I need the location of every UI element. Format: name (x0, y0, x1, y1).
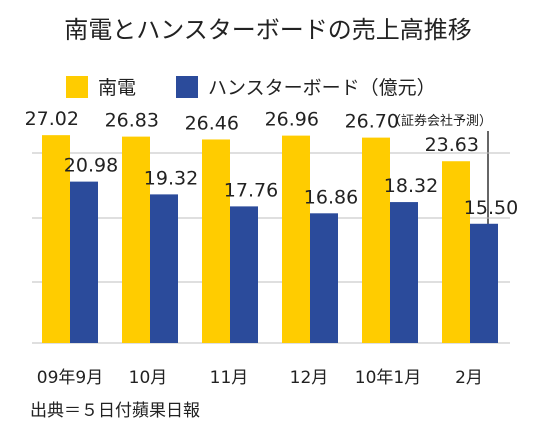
bar-hanstar (70, 181, 98, 343)
value-label-hanstar: 18.32 (384, 175, 438, 197)
x-tick-label: 10年1月 (355, 368, 421, 388)
value-label-hanstar: 15.50 (464, 197, 518, 219)
value-label-nanden: 26.96 (265, 109, 319, 131)
x-tick-label: 09年9月 (37, 368, 103, 388)
legend-label-nanden: 南電 (98, 77, 136, 99)
value-label-hanstar: 16.86 (304, 186, 358, 208)
value-labels: 27.02 20.98 26.83 19.32 26.46 17.76 26.96 16.86… (25, 108, 519, 219)
bar-nanden (42, 135, 70, 343)
legend-label-hanstar: ハンスターボード（億元） (208, 77, 436, 99)
x-tick-label: 12月 (290, 368, 329, 388)
bar-nanden (122, 136, 150, 343)
bar-nanden (202, 139, 230, 343)
forecast-annotation: （証券会社予測） (388, 113, 492, 129)
bar-hanstar (470, 223, 498, 343)
bar-nanden (362, 137, 390, 343)
bar-nanden (282, 135, 310, 343)
bar-hanstar (150, 194, 178, 343)
value-label-nanden: 26.46 (185, 112, 239, 134)
value-label-nanden: 26.83 (105, 110, 159, 132)
chart-title: 南電とハンスターボードの売上高推移 (64, 16, 472, 44)
bar-hanstar (230, 206, 258, 343)
x-tick-label: 11月 (210, 368, 249, 388)
bar-hanstar (310, 213, 338, 343)
value-label-hanstar: 20.98 (64, 155, 118, 177)
value-label-nanden: 27.02 (25, 108, 79, 130)
legend-swatch-hanstar (176, 76, 198, 98)
source-note: 出典＝５日付蘋果日報 (30, 401, 200, 421)
gridlines (32, 152, 510, 344)
bars (42, 135, 498, 343)
legend-swatch-nanden (66, 76, 88, 98)
bar-hanstar (390, 202, 418, 343)
x-tick-label: 2月 (455, 368, 483, 388)
x-tick-label: 10月 (129, 368, 168, 388)
value-label-hanstar: 19.32 (144, 167, 198, 189)
value-label-nanden: 23.63 (425, 134, 479, 156)
value-label-hanstar: 17.76 (224, 179, 278, 201)
value-label-nanden: 26.70 (345, 111, 399, 133)
bar-nanden (442, 161, 470, 343)
x-axis-ticks: 09年9月 10月 11月 12月 10年1月 2月 (37, 368, 483, 388)
